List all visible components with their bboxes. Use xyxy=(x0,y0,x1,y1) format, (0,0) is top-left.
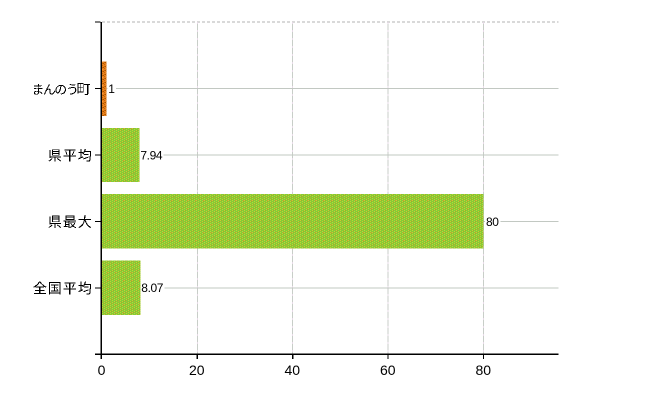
svg-text:8.07: 8.07 xyxy=(141,281,163,295)
svg-text:40: 40 xyxy=(285,362,301,378)
svg-text:60: 60 xyxy=(380,362,396,378)
svg-text:20: 20 xyxy=(189,362,205,378)
svg-text:0: 0 xyxy=(98,362,106,378)
svg-text:80: 80 xyxy=(476,362,492,378)
svg-text:80: 80 xyxy=(486,215,499,229)
svg-text:1: 1 xyxy=(108,82,115,96)
svg-text:7.94: 7.94 xyxy=(140,148,162,162)
